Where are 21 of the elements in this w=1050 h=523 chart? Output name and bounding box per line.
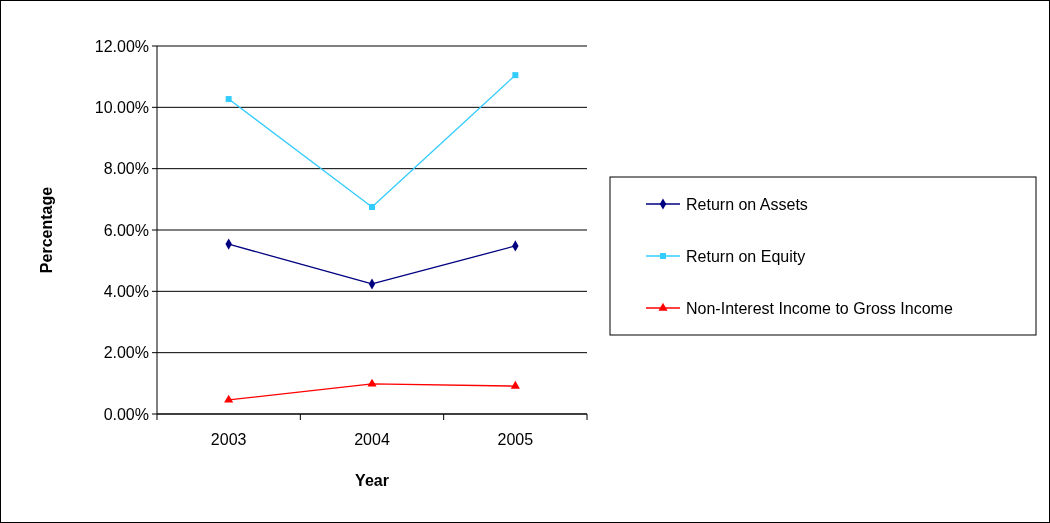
y-tick-label: 6.00% bbox=[103, 221, 149, 239]
y-axis-title: Percentage bbox=[38, 186, 55, 274]
x-axis-title: Year bbox=[355, 472, 389, 489]
y-tick-label: 12.00% bbox=[94, 37, 149, 55]
point bbox=[224, 394, 234, 403]
x-tick-label: 2004 bbox=[354, 431, 390, 448]
y-tick-label: 0.00% bbox=[103, 405, 149, 423]
x-tick-label: 2005 bbox=[497, 431, 534, 448]
legend-label: Return on Assets bbox=[686, 195, 808, 213]
legend-label: Return on Equity bbox=[686, 247, 806, 265]
point bbox=[369, 204, 375, 210]
point bbox=[367, 378, 377, 387]
point bbox=[225, 96, 232, 103]
point bbox=[512, 72, 519, 79]
legend-label: Non-Interest Income to Gross Income bbox=[686, 299, 953, 317]
x-tick-label: 2003 bbox=[210, 431, 247, 448]
y-tick-label: 8.00% bbox=[103, 160, 149, 178]
point bbox=[510, 380, 520, 389]
y-tick-label: 2.00% bbox=[103, 344, 149, 362]
y-tick-label: 10.00% bbox=[94, 98, 149, 116]
y-tick-label: 4.00% bbox=[103, 282, 149, 300]
